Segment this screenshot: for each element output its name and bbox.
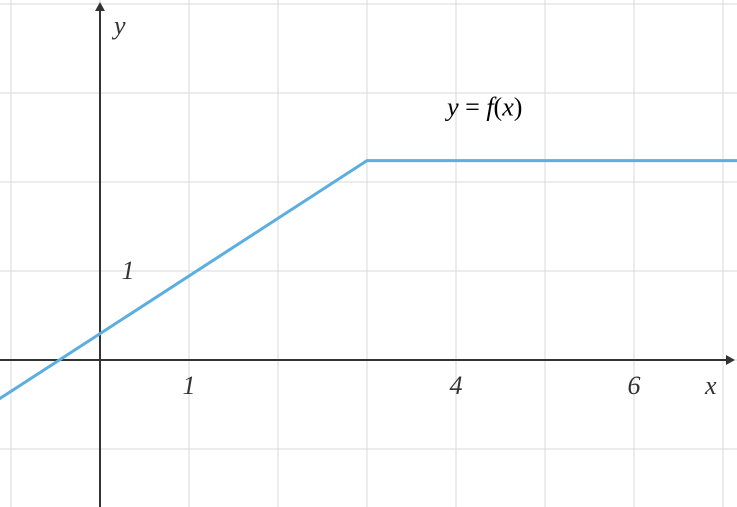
y-tick-label: 1 [122, 256, 135, 285]
y-axis-label: y [111, 11, 126, 40]
x-tick-label: 4 [450, 371, 463, 400]
function-curve [0, 161, 737, 449]
function-label: y = f(x) [444, 92, 522, 121]
y-axis-arrow [95, 2, 105, 11]
x-tick-label: 6 [628, 371, 641, 400]
x-axis-label: x [704, 371, 717, 400]
function-graph: 1 4 6 1 x y y = f(x) [0, 0, 737, 507]
x-tick-label: 1 [183, 371, 196, 400]
x-axis-arrow [726, 355, 735, 365]
